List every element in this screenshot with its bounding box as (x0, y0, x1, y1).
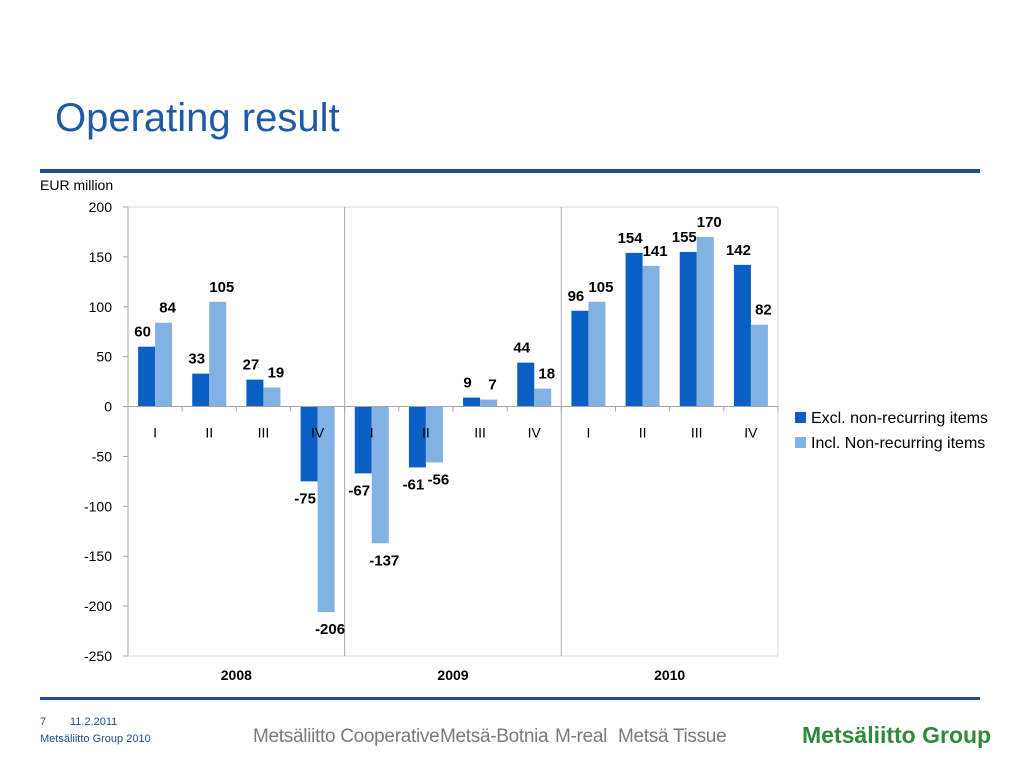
legend-label: Incl. Non-recurring items (811, 435, 985, 452)
data-label-excl: 154 (618, 230, 644, 247)
bar-incl (750, 324, 768, 407)
x-tick-label: III (691, 425, 703, 441)
bar-excl (246, 379, 264, 407)
data-label-incl: -137 (369, 552, 399, 569)
x-tick-label: II (205, 425, 213, 441)
bar-incl (480, 399, 498, 407)
slide-title: Operating result (55, 96, 340, 140)
x-tick-label: I (153, 425, 157, 441)
data-label-excl: 60 (134, 324, 151, 341)
y-tick-label: -150 (84, 548, 112, 564)
bar-excl (571, 310, 589, 407)
data-label-incl: 141 (643, 243, 668, 260)
y-tick-label: 150 (89, 249, 113, 265)
data-label-excl: 27 (243, 357, 260, 374)
bar-incl (317, 406, 335, 613)
bar-excl (192, 373, 210, 407)
y-tick-label: 0 (104, 399, 112, 415)
y-tick-label: -100 (84, 498, 112, 514)
data-label-incl: 105 (209, 279, 234, 296)
year-label: 2009 (437, 667, 468, 683)
x-tick-label: I (370, 425, 374, 441)
page-number: 7 (40, 716, 47, 728)
bar-incl (642, 265, 660, 407)
data-label-incl: 170 (697, 214, 722, 231)
data-label-excl: 44 (513, 340, 530, 357)
brand-metsa-botnia: Metsä-Botnia (440, 726, 549, 747)
data-label-excl: -61 (403, 476, 425, 493)
x-tick-label: II (639, 425, 647, 441)
bar-incl (371, 406, 389, 544)
footer-divider (40, 697, 980, 700)
data-label-incl: 19 (268, 365, 285, 382)
data-label-excl: -67 (348, 482, 370, 499)
data-label-excl: -75 (294, 490, 316, 507)
y-axis-label: EUR million (40, 177, 114, 193)
x-tick-label: III (474, 425, 486, 441)
bar-excl (517, 362, 535, 407)
x-tick-label: I (586, 425, 590, 441)
footer-copyright: Metsäliitto Group 2010 (40, 733, 151, 745)
data-label-excl: 9 (463, 375, 471, 392)
data-label-incl: 105 (588, 279, 613, 296)
bar-incl (696, 236, 714, 407)
bar-excl (300, 406, 318, 482)
year-label: 2008 (221, 667, 252, 683)
x-tick-label: IV (744, 425, 758, 441)
metsaliitto-group-logo: Metsäliitto Group (802, 722, 992, 748)
y-tick-label: 50 (96, 349, 112, 365)
y-tick-label: -250 (84, 648, 112, 664)
data-label-excl: 155 (672, 229, 697, 246)
data-label-excl: 142 (726, 242, 751, 259)
data-label-excl: 33 (188, 351, 205, 368)
data-label-incl: 18 (538, 366, 555, 383)
bar-excl (463, 397, 481, 407)
legend-swatch (795, 412, 806, 423)
bar-incl (534, 388, 552, 407)
footer-date: 11.2.2011 (70, 716, 118, 728)
y-tick-label: 100 (89, 299, 113, 315)
legend-swatch (795, 437, 806, 448)
bar-excl (408, 406, 426, 468)
brand-metsaliitto-cooperative: Metsäliitto Cooperative (253, 726, 440, 747)
legend-label: Excl. non-recurring items (811, 410, 988, 427)
y-tick-label: -200 (84, 598, 112, 614)
brand-m-real: M-real (555, 726, 608, 747)
x-tick-label: II (422, 425, 430, 441)
bar-incl (155, 322, 173, 407)
bar-excl (733, 264, 751, 407)
data-label-incl: 7 (488, 377, 496, 394)
y-tick-label: 200 (89, 199, 113, 215)
bar-excl (625, 252, 643, 407)
x-tick-label: III (258, 425, 270, 441)
data-label-incl: 84 (159, 300, 176, 317)
data-label-incl: -56 (428, 471, 450, 488)
data-label-incl: 82 (755, 302, 772, 319)
data-label-incl: -206 (315, 621, 345, 638)
x-tick-label: IV (311, 425, 325, 441)
bar-incl (588, 301, 606, 407)
bar-incl (425, 406, 443, 463)
bar-excl (679, 251, 697, 407)
brand-metsa-tissue: Metsä Tissue (618, 726, 727, 747)
bar-incl (209, 301, 227, 407)
bar-incl (263, 387, 281, 407)
x-tick-label: IV (528, 425, 542, 441)
bar-excl (354, 406, 372, 474)
data-label-excl: 96 (568, 288, 585, 305)
y-tick-label: -50 (92, 448, 112, 464)
year-label: 2010 (654, 667, 685, 683)
bar-excl (138, 346, 156, 407)
title-divider (40, 169, 980, 173)
